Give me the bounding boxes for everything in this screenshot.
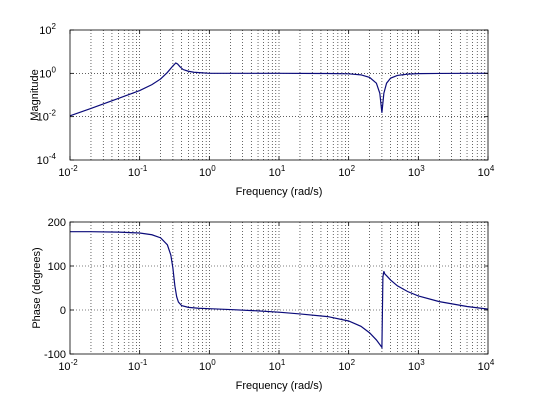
x-tick-exponent: 0 bbox=[211, 164, 216, 173]
magnitude-y-axis-label: Magnitude bbox=[29, 69, 41, 120]
y-tick-label: 102 bbox=[39, 22, 56, 37]
x-tick-label: 10-2 bbox=[58, 164, 78, 179]
x-tick-base: 10 bbox=[338, 361, 350, 373]
x-tick-base: 10 bbox=[58, 361, 70, 373]
phase-x-tick-labels: 10-2 10-1 100 101 102 103 104 bbox=[58, 358, 495, 373]
y-tick-label: 10-2 bbox=[37, 109, 57, 124]
x-tick-base: 10 bbox=[128, 361, 140, 373]
magnitude-series-line bbox=[69, 62, 488, 117]
x-tick-base: 10 bbox=[478, 361, 490, 373]
x-tick-base: 10 bbox=[338, 167, 350, 179]
x-tick-exponent: 1 bbox=[281, 164, 286, 173]
y-tick-label: -100 bbox=[44, 349, 66, 361]
y-tick-exponent: -4 bbox=[49, 152, 57, 161]
phase-series-line bbox=[70, 231, 489, 350]
x-tick-label: 102 bbox=[338, 358, 355, 373]
x-tick-label: 102 bbox=[338, 164, 355, 179]
x-tick-base: 10 bbox=[408, 361, 420, 373]
phase-y-tick-labels: -100 0 100 200 bbox=[44, 217, 66, 361]
x-tick-label: 101 bbox=[269, 164, 286, 179]
x-tick-exponent: 2 bbox=[351, 358, 356, 367]
magnitude-plot-area bbox=[69, 62, 488, 117]
x-tick-label: 103 bbox=[408, 358, 425, 373]
x-tick-base: 10 bbox=[128, 167, 140, 179]
y-tick-label: 0 bbox=[60, 305, 66, 317]
y-tick-base: 10 bbox=[37, 155, 49, 167]
x-tick-label: 10-1 bbox=[128, 164, 148, 179]
y-tick-base: 10 bbox=[39, 25, 51, 37]
x-tick-exponent: 4 bbox=[490, 358, 495, 367]
phase-plot-area bbox=[70, 231, 489, 350]
magnitude-ticks bbox=[69, 29, 489, 161]
y-tick-label: 100 bbox=[39, 65, 56, 80]
y-tick-exponent: -2 bbox=[49, 109, 57, 118]
x-tick-exponent: -1 bbox=[140, 358, 148, 367]
y-tick-exponent: 2 bbox=[52, 22, 57, 31]
x-tick-base: 10 bbox=[478, 167, 490, 179]
magnitude-x-axis-label: Frequency (rad/s) bbox=[236, 186, 323, 198]
x-tick-label: 103 bbox=[408, 164, 425, 179]
y-tick-exponent: 0 bbox=[52, 65, 57, 74]
x-tick-base: 10 bbox=[269, 167, 281, 179]
x-tick-exponent: -2 bbox=[71, 164, 79, 173]
x-tick-exponent: 2 bbox=[351, 164, 356, 173]
x-tick-exponent: 3 bbox=[420, 164, 425, 173]
x-tick-label: 101 bbox=[269, 358, 286, 373]
y-tick-label: 10-4 bbox=[37, 152, 57, 167]
x-tick-base: 10 bbox=[58, 167, 70, 179]
phase-x-axis-label: Frequency (rad/s) bbox=[236, 380, 323, 392]
y-tick-label: 200 bbox=[48, 217, 66, 229]
x-tick-label: 10-1 bbox=[128, 358, 148, 373]
x-tick-exponent: -1 bbox=[140, 164, 148, 173]
x-tick-label: 10-2 bbox=[58, 358, 78, 373]
x-tick-label: 100 bbox=[199, 358, 216, 373]
y-tick-base: 10 bbox=[37, 112, 49, 124]
phase-y-axis-label: Phase (degrees) bbox=[31, 247, 43, 328]
x-tick-label: 104 bbox=[478, 164, 495, 179]
x-tick-exponent: -2 bbox=[71, 358, 79, 367]
x-tick-exponent: 0 bbox=[211, 358, 216, 367]
phase-ticks bbox=[69, 221, 489, 355]
x-tick-base: 10 bbox=[199, 361, 211, 373]
magnitude-grid bbox=[70, 30, 488, 160]
y-tick-base: 10 bbox=[39, 68, 51, 80]
x-tick-base: 10 bbox=[199, 167, 211, 179]
x-tick-exponent: 3 bbox=[420, 358, 425, 367]
y-tick-label: 100 bbox=[48, 261, 66, 273]
phase-grid bbox=[70, 222, 488, 354]
x-tick-base: 10 bbox=[408, 167, 420, 179]
x-tick-exponent: 4 bbox=[490, 164, 495, 173]
magnitude-axes-frame bbox=[69, 29, 489, 161]
x-tick-label: 104 bbox=[478, 358, 495, 373]
x-tick-label: 100 bbox=[199, 164, 216, 179]
x-tick-base: 10 bbox=[269, 361, 281, 373]
magnitude-x-tick-labels: 10-2 10-1 100 101 102 103 104 bbox=[58, 164, 495, 179]
x-tick-exponent: 1 bbox=[281, 358, 286, 367]
